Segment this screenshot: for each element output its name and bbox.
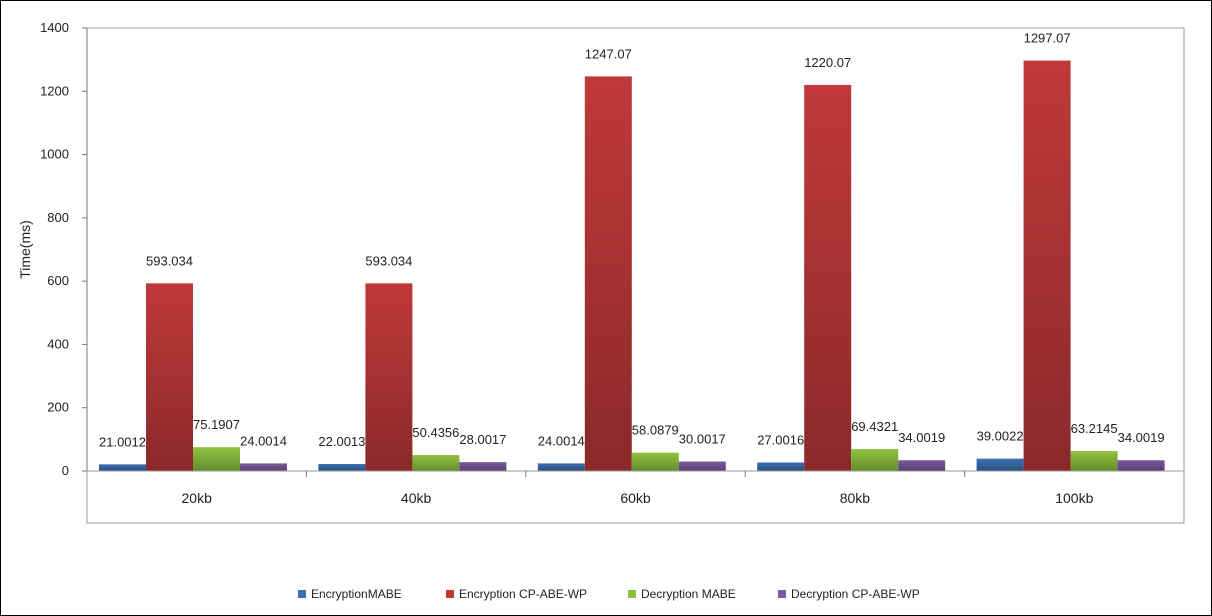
bar-encryption-cp-abe-wp-40kb xyxy=(365,283,413,471)
bar-decryption-cp-abe-wp-100kb xyxy=(1117,460,1165,471)
y-tick-label: 1000 xyxy=(40,147,69,162)
category-label: 100kb xyxy=(1055,490,1093,506)
category-label: 40kb xyxy=(401,490,432,506)
data-label: 21.0012 xyxy=(99,434,146,449)
data-label: 63.2145 xyxy=(1071,421,1118,436)
legend-label: Decryption MABE xyxy=(641,587,736,601)
category-box xyxy=(86,470,1185,524)
data-label: 593.034 xyxy=(365,253,412,268)
data-label: 34.0019 xyxy=(1118,430,1165,445)
legend-swatch xyxy=(446,590,454,598)
bar-decryption-mabe-40kb xyxy=(412,455,460,471)
bar-encryption-cp-abe-wp-60kb xyxy=(584,76,632,471)
y-axis-label: Time(ms) xyxy=(17,220,33,279)
bar-encryptionmabe-80kb xyxy=(757,462,805,471)
legend-item: EncryptionMABE xyxy=(298,587,402,601)
bar-encryption-cp-abe-wp-80kb xyxy=(804,84,852,471)
data-label: 28.0017 xyxy=(459,432,506,447)
bar-decryption-cp-abe-wp-20kb xyxy=(240,463,287,471)
data-label: 24.0014 xyxy=(538,433,585,448)
y-tick-label: 1200 xyxy=(40,83,69,98)
bar-decryption-mabe-60kb xyxy=(631,452,679,471)
y-tick-label: 600 xyxy=(47,273,69,288)
y-tick-label: 200 xyxy=(47,400,69,415)
legend-swatch xyxy=(298,590,306,598)
legend-item: Encryption CP-ABE-WP xyxy=(446,587,587,601)
legend-item: Decryption CP-ABE-WP xyxy=(778,587,920,601)
axes: 0 200 400 600 800 1000 1200 1400 xyxy=(40,20,1185,478)
legend: EncryptionMABE Encryption CP-ABE-WP Decryp… xyxy=(298,587,920,601)
y-tick-label: 0 xyxy=(62,463,69,478)
category-label: 60kb xyxy=(620,490,651,506)
data-label: 50.4356 xyxy=(412,425,459,440)
data-label: 1247.07 xyxy=(585,46,632,61)
data-label: 1220.07 xyxy=(804,55,851,70)
legend-label: Decryption CP-ABE-WP xyxy=(791,587,920,601)
legend-item: Decryption MABE xyxy=(628,587,736,601)
bar-decryption-cp-abe-wp-60kb xyxy=(678,461,726,471)
legend-swatch xyxy=(628,590,636,598)
data-label: 1297.07 xyxy=(1024,31,1071,46)
bar-encryptionmabe-60kb xyxy=(537,463,585,471)
category-axis: 20kb 40kb 60kb 80kb 100kb xyxy=(86,470,1185,524)
legend-label: EncryptionMABE xyxy=(311,587,402,601)
bar-encryptionmabe-100kb xyxy=(976,458,1024,471)
y-tick-label: 800 xyxy=(47,210,69,225)
data-label: 34.0019 xyxy=(898,430,945,445)
bar-encryptionmabe-20kb xyxy=(99,464,146,471)
bar-decryption-mabe-20kb xyxy=(193,447,240,471)
data-label: 75.1907 xyxy=(193,417,240,432)
data-label: 24.0014 xyxy=(240,433,287,448)
data-label: 22.0013 xyxy=(318,434,365,449)
bars xyxy=(99,60,1165,471)
bar-decryption-mabe-100kb xyxy=(1070,450,1118,471)
data-label: 58.0879 xyxy=(632,423,679,438)
bar-encryption-cp-abe-wp-100kb xyxy=(1023,60,1071,471)
data-label: 39.0022 xyxy=(977,429,1024,444)
data-label: 69.4321 xyxy=(851,419,898,434)
category-label: 80kb xyxy=(840,490,871,506)
legend-label: Encryption CP-ABE-WP xyxy=(459,587,587,601)
bar-encryptionmabe-40kb xyxy=(318,464,366,471)
data-label: 30.0017 xyxy=(679,432,726,447)
bar-decryption-mabe-80kb xyxy=(851,449,899,471)
legend-swatch xyxy=(778,590,786,598)
category-label: 20kb xyxy=(182,490,213,506)
bar-encryption-cp-abe-wp-20kb xyxy=(146,283,193,471)
bar-decryption-cp-abe-wp-80kb xyxy=(898,460,946,471)
bar-decryption-cp-abe-wp-40kb xyxy=(459,462,507,471)
data-label: 27.0016 xyxy=(757,432,804,447)
data-label: 593.034 xyxy=(146,253,193,268)
y-tick-label: 400 xyxy=(47,336,69,351)
y-tick-label: 1400 xyxy=(40,20,69,35)
